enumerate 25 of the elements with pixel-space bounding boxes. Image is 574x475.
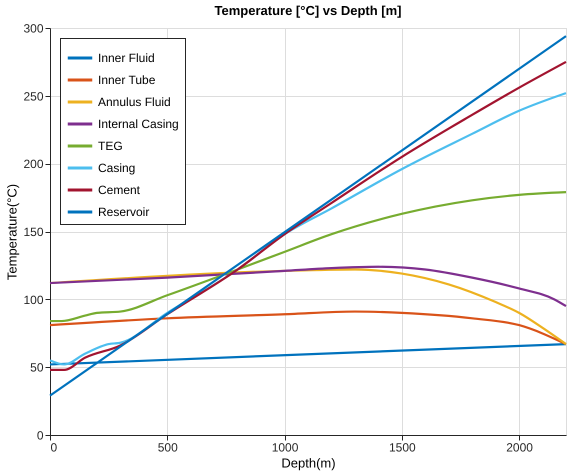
x-tick-label: 500 [158,440,178,454]
y-tick-label: 100 [23,292,44,307]
x-tick-label: 2000 [506,440,534,454]
y-tick-label: 300 [23,22,44,36]
legend-label: TEG [98,139,123,153]
y-tick-label: 150 [23,225,44,239]
x-tick-label: 1500 [388,440,416,454]
legend-label: Internal Casing [98,117,179,131]
y-tick-label: 50 [30,360,44,375]
y-tick-label: 250 [23,89,44,104]
legend-label: Casing [98,161,136,175]
x-tick-label: 0 [50,440,58,454]
x-axis-title: Depth(m) [281,456,336,470]
legend-label: Cement [98,183,141,197]
x-tick-label: 1000 [272,440,299,454]
y-tick-label: 0 [36,428,44,442]
legend-label: Inner Fluid [98,51,155,65]
line-series [48,310,568,346]
legend-label: Inner Tube [98,73,156,87]
y-tick-label: 200 [23,157,44,172]
y-axis-title: Temperature(°C) [4,184,20,280]
chart-title: Temperature [°C] vs Depth [m] [214,3,402,18]
line-series [48,266,568,308]
legend-label: Annulus Fluid [98,95,171,109]
legend-label: Reservoir [98,205,150,219]
